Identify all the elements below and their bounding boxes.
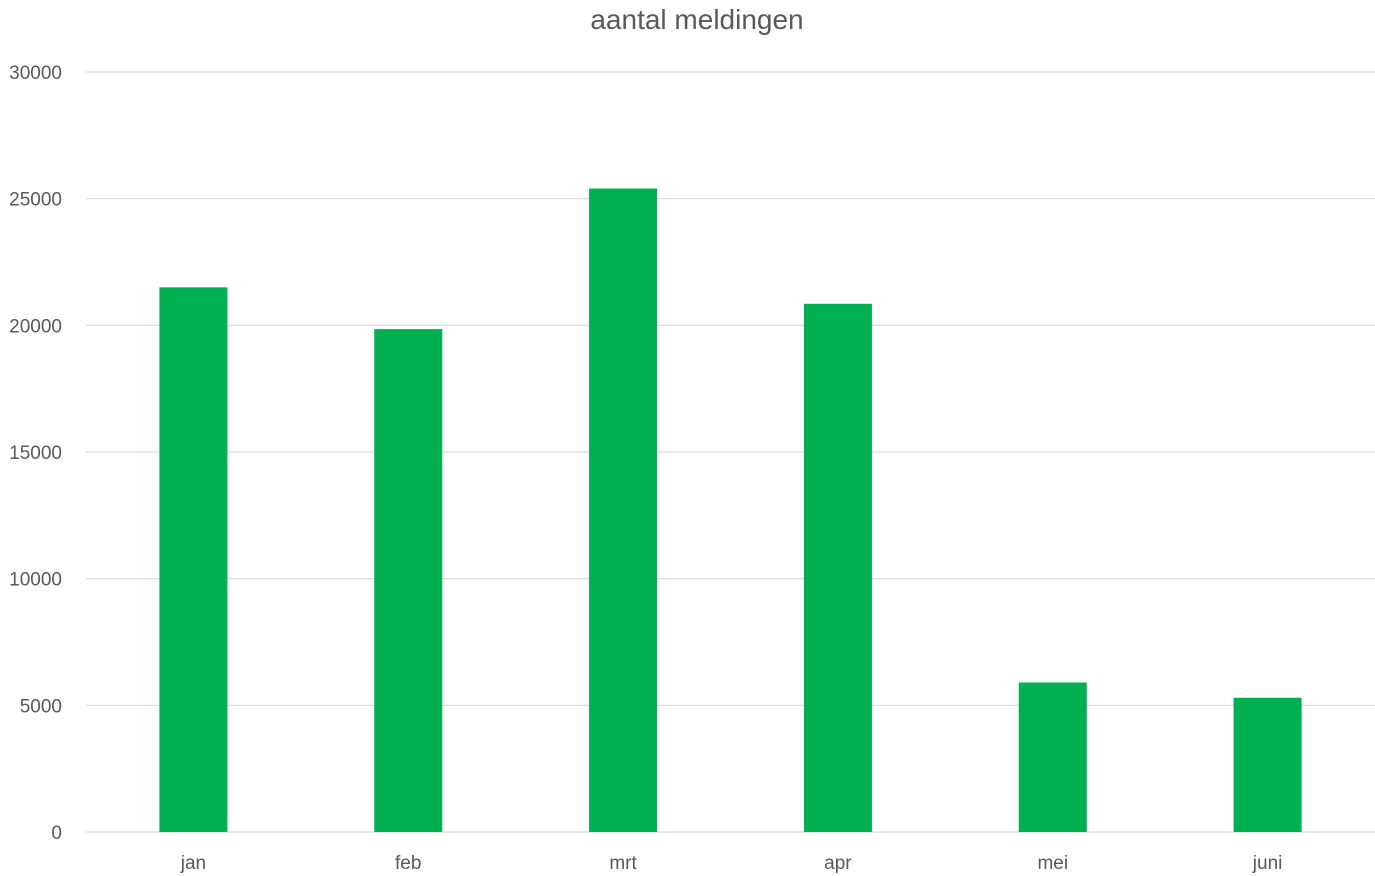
y-tick-label: 5000 (20, 696, 62, 717)
bar-mei (1018, 682, 1087, 832)
x-tick-label: juni (1252, 853, 1283, 874)
x-tick-label: feb (395, 853, 421, 874)
bar-mrt (589, 188, 658, 833)
y-tick-label: 25000 (9, 190, 62, 211)
bars (159, 188, 1302, 833)
x-tick-label: jan (180, 853, 206, 874)
y-tick-label: 20000 (9, 316, 62, 337)
bar-jan (159, 287, 228, 832)
y-axis-tick-labels: 0 5000 10000 15000 20000 25000 30000 (9, 63, 62, 844)
x-tick-label: mei (1037, 853, 1068, 874)
y-tick-label: 15000 (9, 443, 62, 464)
y-tick-label: 30000 (9, 63, 62, 84)
y-tick-label: 10000 (9, 570, 62, 591)
bar-feb (374, 329, 443, 832)
gridlines (86, 71, 1375, 833)
bar-apr (803, 303, 872, 832)
x-tick-label: mrt (609, 853, 637, 874)
x-tick-label: apr (824, 853, 852, 874)
chart-title: aantal meldingen (590, 4, 803, 35)
bar-juni (1233, 697, 1302, 832)
y-tick-label: 0 (51, 823, 62, 844)
x-axis-tick-labels: jan feb mrt apr mei juni (180, 853, 1283, 874)
